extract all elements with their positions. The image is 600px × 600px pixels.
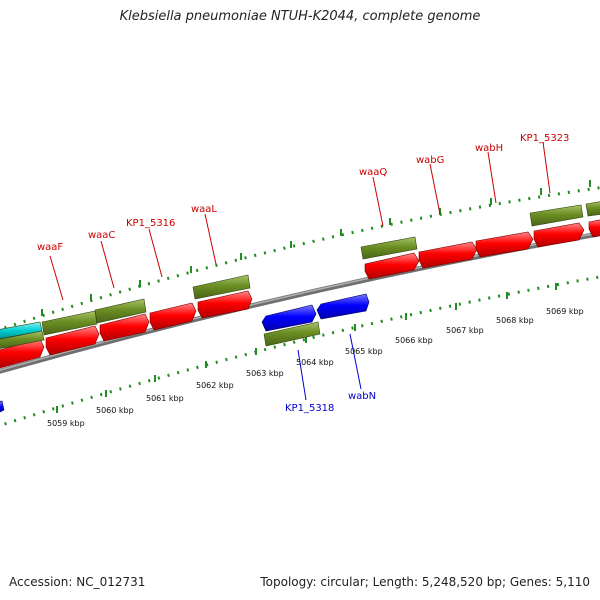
genome-title: Klebsiella pneumoniae NTUH-K2044, comple… bbox=[119, 9, 481, 24]
reverse-gene-bar[interactable] bbox=[263, 321, 321, 347]
cds-arrow[interactable] bbox=[533, 222, 585, 248]
tick-label: 5061 kbp bbox=[146, 394, 184, 403]
forward-label-leaders bbox=[49, 141, 551, 301]
genome-summary-text: Topology: circular; Length: 5,248,520 bp… bbox=[260, 575, 590, 589]
cds-arrow[interactable] bbox=[588, 219, 600, 238]
reverse-cds-arrow[interactable] bbox=[261, 304, 317, 332]
gene-bar[interactable] bbox=[94, 298, 147, 324]
gene-bar[interactable] bbox=[41, 310, 98, 336]
gene-label-forward[interactable]: waaF bbox=[37, 242, 63, 253]
forward-cds-row bbox=[0, 219, 600, 369]
reverse-label-leaders bbox=[297, 333, 362, 401]
reverse-cds-arrow[interactable] bbox=[0, 400, 5, 414]
tick-label: 5062 kbp bbox=[196, 381, 234, 390]
reverse-cds-row bbox=[0, 293, 370, 414]
gene-bar[interactable] bbox=[0, 330, 45, 349]
gene-label-forward[interactable]: wabH bbox=[475, 143, 503, 154]
tick-label: 5064 kbp bbox=[296, 358, 334, 367]
cds-arrow[interactable] bbox=[197, 290, 253, 319]
tick-label: 5059 kbp bbox=[47, 419, 85, 428]
gene-label-forward[interactable]: wabG bbox=[416, 155, 444, 166]
cds-arrow[interactable] bbox=[364, 252, 420, 280]
gene-bar[interactable] bbox=[360, 236, 418, 260]
tick-label: 5063 kbp bbox=[246, 369, 284, 378]
cds-arrow[interactable] bbox=[99, 313, 150, 342]
cds-arrow[interactable] bbox=[418, 241, 478, 269]
gene-bar[interactable] bbox=[529, 204, 584, 227]
forward-tick-ring bbox=[0, 186, 600, 331]
gene-label-forward[interactable]: waaQ bbox=[359, 167, 387, 178]
reverse-ring-major-ticks bbox=[56, 283, 557, 413]
forward-gene-row bbox=[0, 201, 600, 349]
tick-label: 5065 kbp bbox=[345, 347, 383, 356]
cds-arrow[interactable] bbox=[149, 302, 197, 331]
gene-bar[interactable] bbox=[192, 274, 251, 300]
gene-label-forward[interactable]: KP1_5316 bbox=[126, 218, 175, 229]
reverse-tick-ring bbox=[0, 275, 600, 427]
gene-label-reverse[interactable]: wabN bbox=[348, 391, 376, 402]
gene-bar[interactable] bbox=[585, 201, 600, 217]
gene-label-forward[interactable]: KP1_5323 bbox=[520, 133, 569, 144]
tick-label: 5069 kbp bbox=[546, 307, 584, 316]
gene-label-forward[interactable]: waaC bbox=[88, 230, 115, 241]
gene-label-reverse[interactable]: KP1_5318 bbox=[285, 403, 334, 414]
tick-label: 5060 kbp bbox=[96, 406, 134, 415]
genome-backbone bbox=[0, 231, 600, 374]
tick-label: 5066 kbp bbox=[395, 336, 433, 345]
cds-arrow[interactable] bbox=[475, 231, 534, 258]
tick-label: 5067 kbp bbox=[446, 326, 484, 335]
tick-label: 5068 kbp bbox=[496, 316, 534, 325]
gene-label-forward[interactable]: waaL bbox=[191, 204, 217, 215]
accession-text: Accession: NC_012731 bbox=[9, 575, 146, 589]
cds-arrow[interactable] bbox=[45, 325, 100, 356]
reverse-cds-arrow[interactable] bbox=[316, 293, 370, 320]
